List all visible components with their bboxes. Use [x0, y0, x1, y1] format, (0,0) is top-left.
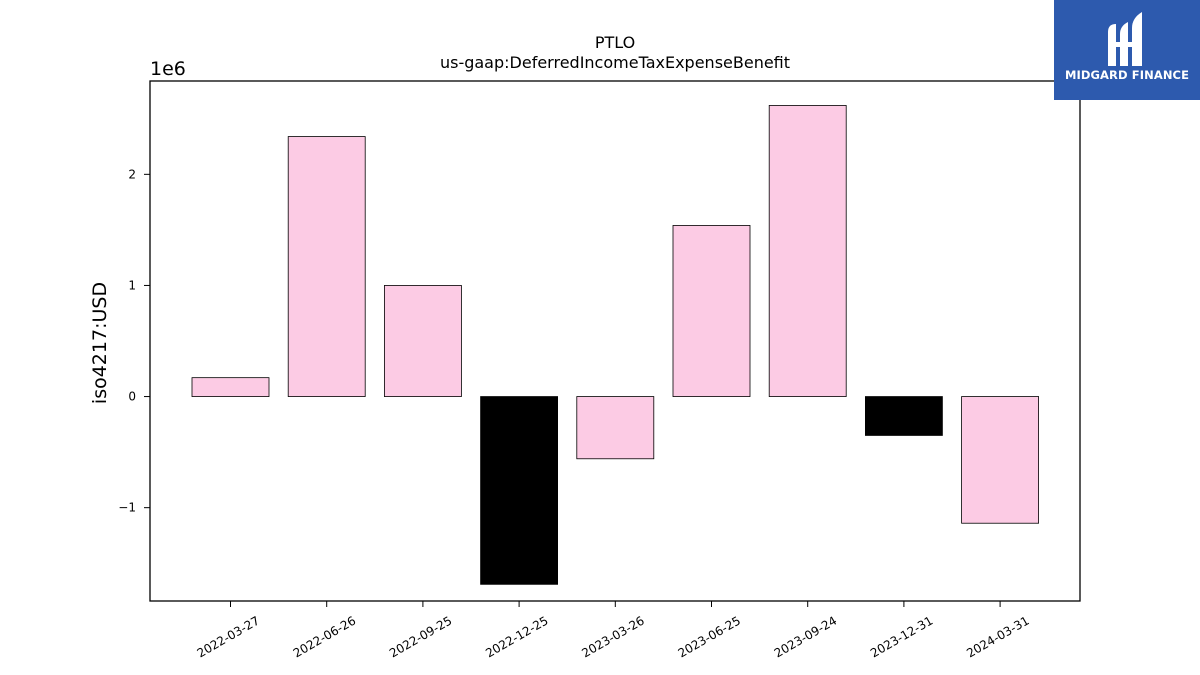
x-tick-label: 2023-12-31 — [868, 613, 935, 660]
y-tick-label: 2 — [128, 167, 136, 181]
y-tick-label: 0 — [128, 390, 136, 404]
bar-2023-09-24 — [768, 105, 847, 397]
chart-title: PTLO — [595, 33, 635, 52]
x-tick-label: 2024-03-31 — [964, 613, 1031, 660]
y-tick-label: −1 — [118, 501, 136, 515]
bar-2022-03-27 — [191, 377, 270, 397]
y-tick-label: 1 — [128, 278, 136, 292]
bar-2022-06-26 — [287, 136, 366, 397]
chart-subtitle: us-gaap:DeferredIncomeTaxExpenseBenefit — [440, 53, 790, 72]
x-axis: 2022-03-27 2022-06-26 2022-09-25 2022-12-25… — [195, 601, 1032, 660]
bar-2023-06-25 — [672, 225, 751, 397]
x-tick-label: 2023-03-26 — [579, 613, 646, 660]
x-tick-label: 2022-06-26 — [291, 613, 358, 660]
midgard-finance-logo: MIDGARD FINANCE — [1054, 0, 1200, 100]
x-tick-label: 2023-06-25 — [676, 613, 743, 660]
x-tick-label: 2022-09-25 — [387, 613, 454, 660]
bar-2022-12-25 — [480, 396, 559, 585]
x-tick-label: 2022-03-27 — [195, 613, 262, 660]
bar-2023-03-26 — [576, 396, 655, 460]
bar-2022-09-25 — [383, 285, 462, 397]
y-axis: −1 0 1 2 — [118, 167, 150, 515]
plot-frame — [149, 80, 1081, 602]
bars-group — [191, 105, 1039, 585]
x-tick-label: 2022-12-25 — [483, 613, 550, 660]
bar-2024-03-31 — [961, 396, 1039, 524]
y-axis-label: iso4217:USD — [89, 282, 111, 404]
logo-text: MIDGARD FINANCE — [1064, 68, 1190, 82]
x-tick-label: 2023-09-24 — [772, 613, 839, 660]
y-scale-label: 1e6 — [150, 58, 186, 80]
logo-mark-icon — [1108, 12, 1142, 66]
bar-2023-12-31 — [865, 396, 943, 436]
